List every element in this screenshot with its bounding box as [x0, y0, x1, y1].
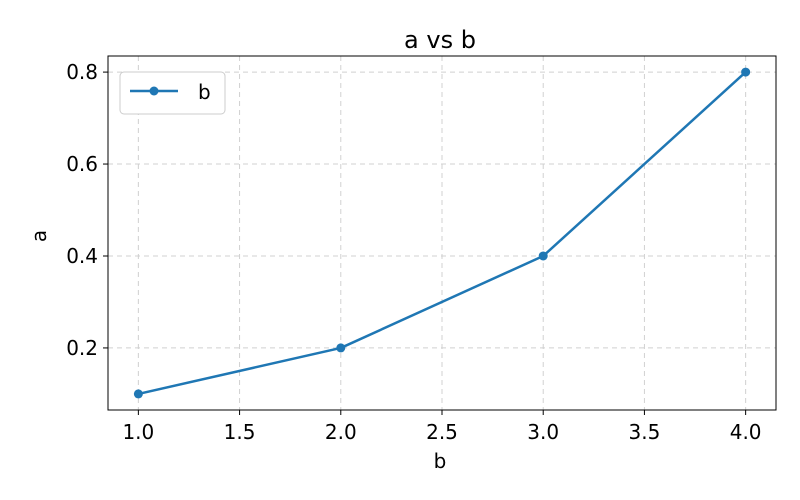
x-tick-label: 2.5: [426, 420, 458, 444]
legend-label: b: [198, 80, 211, 104]
y-tick-label: 0.6: [66, 152, 98, 176]
series-layer: [133, 67, 751, 399]
x-tick-label: 3.0: [527, 420, 559, 444]
legend: b: [119, 71, 226, 115]
x-tick-label: 3.5: [629, 420, 661, 444]
tick-labels: 1.0 1.5 2.0 2.5 3.0 3.5 4.0 0.2 0.4 0.6 0.8: [66, 60, 761, 444]
chart-title: a vs b: [404, 26, 476, 54]
y-axis-label: a: [27, 230, 51, 242]
legend-point-marker: [149, 86, 159, 96]
series-line: [138, 71, 747, 396]
data-point: [336, 343, 346, 353]
y-tick-label: 0.8: [66, 60, 98, 84]
data-point: [741, 67, 751, 77]
data-point: [133, 389, 143, 399]
y-tick-label: 0.2: [66, 336, 98, 360]
ticks: [103, 71, 747, 415]
x-axis-label: b: [434, 449, 447, 473]
legend-box: [119, 71, 226, 115]
x-tick-label: 1.5: [224, 420, 256, 444]
x-tick-label: 1.0: [122, 420, 154, 444]
data-point: [538, 251, 548, 261]
y-tick-label: 0.4: [66, 244, 98, 268]
x-tick-label: 2.0: [325, 420, 357, 444]
grid-lines: [108, 56, 776, 410]
x-tick-label: 4.0: [730, 420, 762, 444]
